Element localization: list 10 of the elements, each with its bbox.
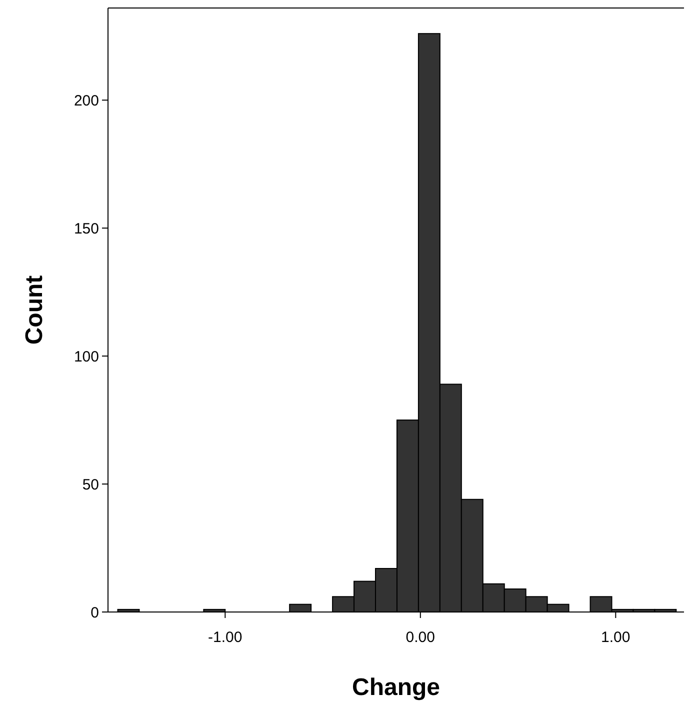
y-tick-label: 200 <box>74 92 99 110</box>
y-tick-label: 0 <box>90 604 99 622</box>
y-axis-title: Count <box>21 275 48 345</box>
y-tick-label: 100 <box>74 348 99 366</box>
x-axis-title: Change <box>352 674 440 701</box>
x-tick-label: -1.00 <box>208 629 242 646</box>
y-tick-label: 150 <box>74 220 99 238</box>
y-tick-label: 50 <box>82 476 99 494</box>
x-tick-label: 0.00 <box>406 629 436 646</box>
x-tick-label: 1.00 <box>601 629 630 646</box>
